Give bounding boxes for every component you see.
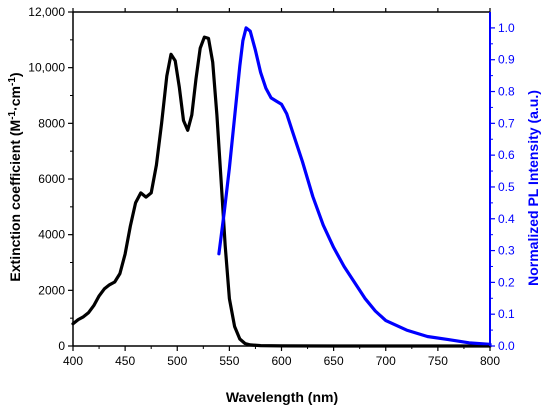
- y-right-tick-label: 0.1: [498, 307, 515, 321]
- y-left-tick-label: 10,000: [28, 61, 65, 75]
- y-left-title-part3: ): [7, 72, 23, 77]
- y-right-tick-label: 0.3: [498, 244, 515, 258]
- x-axis-title: Wavelength (nm): [226, 389, 338, 405]
- y-left-title-sup2: -1: [7, 77, 18, 86]
- y-right-tick-label: 0.0: [498, 339, 515, 353]
- axes-layer: [72, 11, 491, 347]
- y-right-tick-label: 0.4: [498, 212, 515, 226]
- y-axis-left-title: Extinction coefficient (M-1·cm-1): [7, 72, 23, 281]
- y-left-tick-label: 0: [58, 339, 65, 353]
- x-tick-label: 550: [219, 354, 239, 368]
- x-tick-label: 400: [63, 354, 83, 368]
- y-left-tick-label: 8000: [38, 116, 65, 130]
- y-left-title-part1: Extinction coefficient (M: [7, 120, 23, 282]
- y-right-tick-label: 0.9: [498, 53, 515, 67]
- x-tick-label: 650: [324, 354, 344, 368]
- y-left-tick-label: 12,000: [28, 5, 65, 19]
- series-line-1: [71, 35, 492, 348]
- y-left-tick-label: 2000: [38, 283, 65, 297]
- y-right-tick-label: 1.0: [498, 21, 515, 35]
- y-left-title-part2: ·cm: [7, 86, 23, 111]
- y-right-tick-label: 0.6: [498, 148, 515, 162]
- y-right-tick-label: 0.2: [498, 275, 515, 289]
- y-right-tick-label: 0.7: [498, 116, 515, 130]
- y-right-tick-label: 0.5: [498, 180, 515, 194]
- y-left-tick-label: 4000: [38, 228, 65, 242]
- x-tick-label: 800: [480, 354, 500, 368]
- ticks-layer: 400 450 500 550 600 650 700 750 8000200040006000…: [28, 5, 515, 368]
- y-axis-right-title: Normalized PL Intensity (a.u.): [525, 90, 541, 286]
- y-left-title-sup1: -1: [7, 110, 18, 119]
- x-tick-label: 750: [428, 354, 448, 368]
- series-layer: [71, 26, 492, 348]
- x-tick-label: 600: [271, 354, 291, 368]
- y-right-tick-label: 0.8: [498, 85, 515, 99]
- y-left-tick-label: 6000: [38, 172, 65, 186]
- x-tick-label: 500: [167, 354, 187, 368]
- series-line-2: [217, 26, 492, 346]
- x-tick-label: 450: [115, 354, 135, 368]
- x-tick-label: 700: [376, 354, 396, 368]
